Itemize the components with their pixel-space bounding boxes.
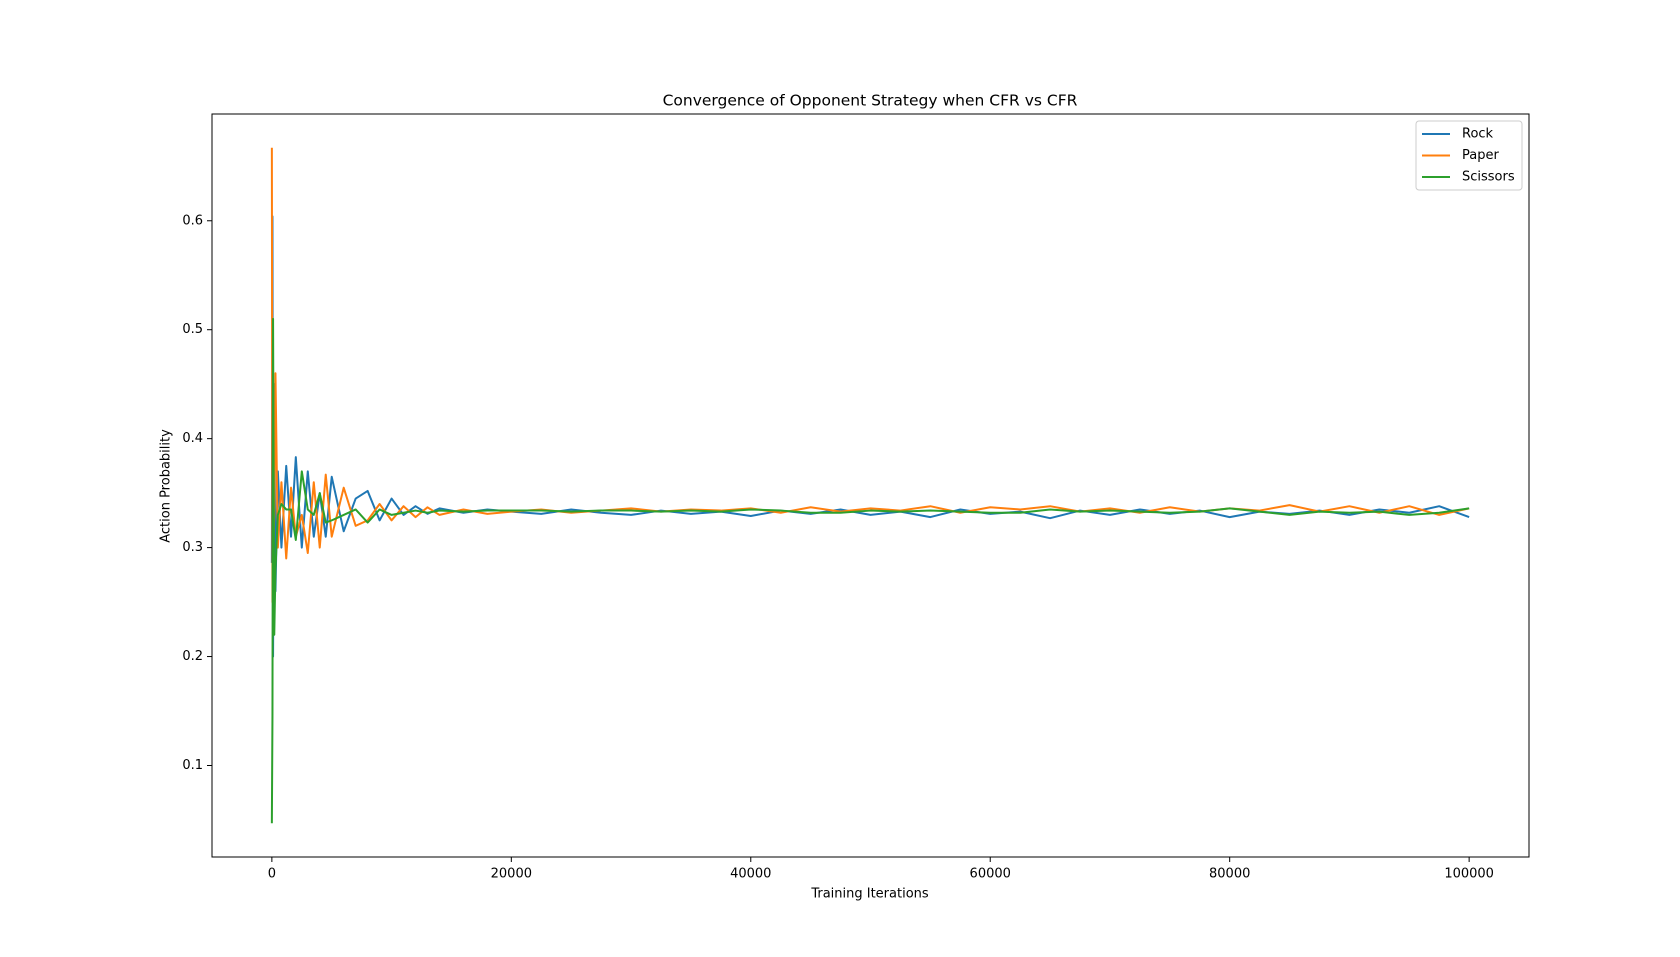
x-tick-label: 20000: [491, 867, 532, 882]
y-tick-label: 0.4: [182, 431, 203, 446]
legend-label: Scissors: [1462, 170, 1515, 185]
legend-label: Paper: [1462, 148, 1499, 163]
data-line: [270, 317, 1470, 824]
x-tick-label: 60000: [970, 867, 1011, 882]
y-axis-label: Action Probability: [159, 429, 174, 543]
x-tick-label: 100000: [1444, 867, 1494, 882]
x-tick-label: 40000: [730, 867, 771, 882]
plot-frame: [211, 113, 1530, 858]
y-tick-label: 0.1: [182, 758, 203, 773]
y-tick-label: 0.6: [182, 213, 203, 228]
chart-title: Convergence of Opponent Strategy when CF…: [663, 92, 1078, 110]
x-tick-label: 80000: [1209, 867, 1250, 882]
y-tick-label: 0.3: [182, 540, 203, 555]
legend-label: Rock: [1462, 127, 1494, 142]
x-axis-label: Training Iterations: [810, 887, 929, 902]
legend-box: [1415, 120, 1523, 191]
y-tick-label: 0.5: [182, 322, 203, 337]
y-tick-label: 0.2: [182, 649, 203, 664]
x-tick-label: 0: [268, 867, 276, 882]
